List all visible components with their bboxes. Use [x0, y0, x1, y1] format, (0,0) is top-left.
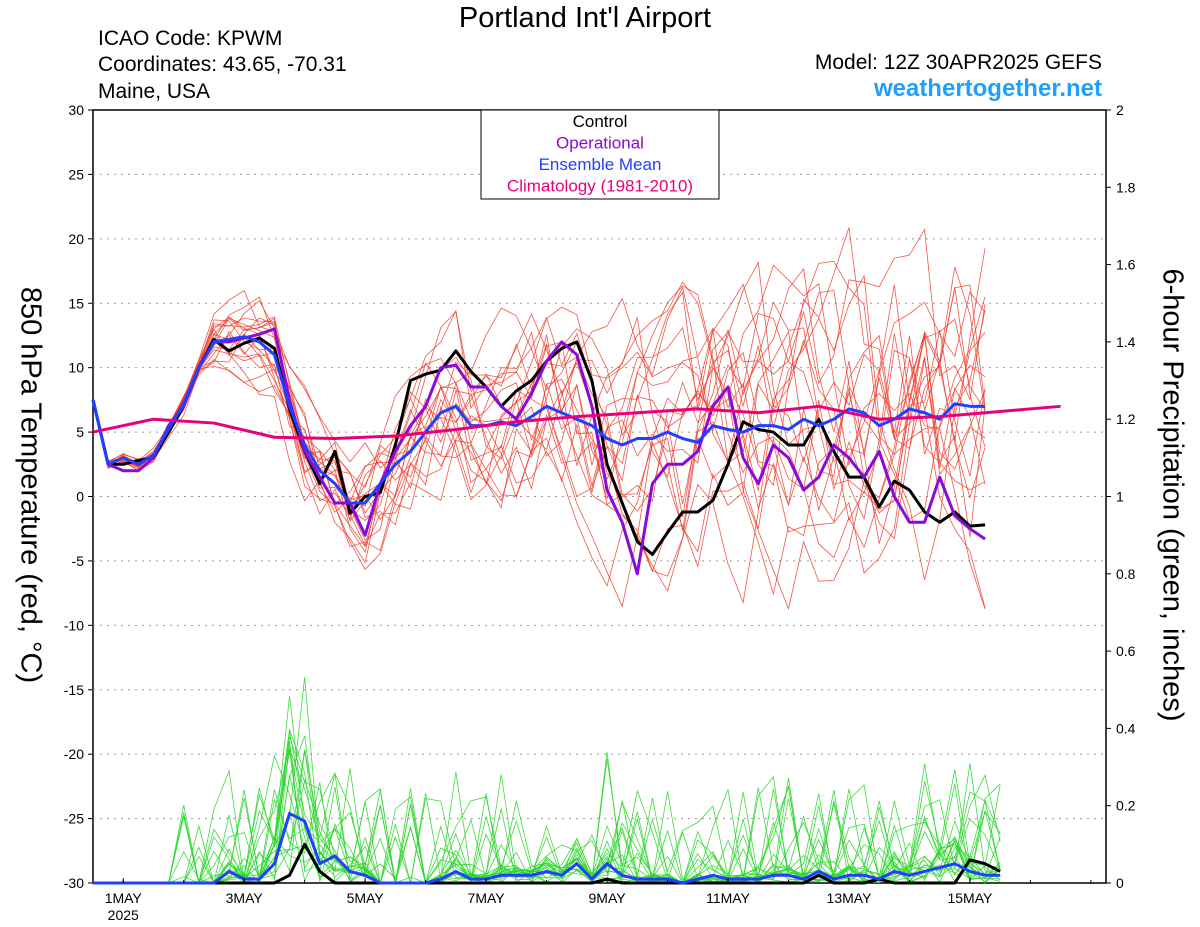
member-temperature-line	[92, 309, 986, 608]
x-tick-sublabel: 2025	[108, 907, 139, 923]
y-tick-label: -30	[64, 875, 84, 891]
member-temperature-line	[92, 287, 986, 611]
y2-tick-label: 0.2	[1116, 798, 1136, 814]
y-tick-label: 25	[68, 166, 84, 182]
x-tick-label: 15MAY	[947, 890, 993, 906]
y2-tick-label: 0.4	[1116, 720, 1136, 736]
x-tick-label: 11MAY	[706, 890, 750, 906]
y-tick-label: -20	[64, 746, 84, 762]
region: Maine, USA	[98, 80, 211, 103]
icao-code: ICAO Code: KPWM	[98, 27, 283, 50]
y2-tick-label: 1	[1116, 489, 1124, 505]
member-temperature-line	[92, 227, 986, 554]
legend-entry: Climatology (1981-2010)	[507, 177, 693, 196]
y-tick-label: -25	[64, 811, 84, 827]
legend-box	[480, 109, 720, 200]
x-tick-label: 7MAY	[468, 890, 506, 906]
member-temperature-line	[92, 284, 986, 573]
legend-entry: Operational	[556, 134, 644, 153]
member-temperature-line	[92, 267, 986, 502]
y2-tick-label: 1.6	[1116, 257, 1136, 273]
member-precipitation-line	[93, 696, 1001, 884]
y2-tick-label: 2	[1116, 102, 1124, 118]
y2-tick-label: 0	[1116, 875, 1124, 891]
y2-tick-label: 0.8	[1116, 566, 1136, 582]
x-tick-label: 5MAY	[347, 890, 385, 906]
member-temperature-line	[92, 291, 986, 574]
member-temperature-line	[92, 283, 986, 521]
legend-entry: Ensemble Mean	[539, 155, 662, 174]
y2-tick-label: 1.8	[1116, 179, 1136, 195]
y-tick-label: 20	[68, 231, 84, 247]
ensemble-mean-temperature-line	[91, 335, 986, 505]
member-precipitation-line	[93, 741, 1001, 884]
coordinates: Coordinates: 43.65, -70.31	[98, 53, 347, 76]
y2-tick-label: 1.2	[1116, 411, 1136, 427]
climatology-temperature-line	[92, 404, 1061, 441]
chart-title: Portland Int'l Airport	[458, 2, 712, 34]
member-precipitation-line	[93, 768, 1001, 884]
y2-tick-label: 1.4	[1116, 334, 1136, 350]
member-precipitation-line	[93, 747, 1001, 884]
member-precipitation-line	[93, 779, 1001, 884]
y-tick-label: 15	[68, 295, 84, 311]
x-tick-label: 9MAY	[589, 890, 627, 906]
member-temperature-line	[92, 264, 986, 610]
y-tick-label: 30	[68, 102, 84, 118]
control-temperature-line	[91, 336, 986, 556]
model-run: Model: 12Z 30APR2025 GEFS	[814, 51, 1102, 74]
member-temperature-line	[92, 317, 986, 552]
member-temperature-line	[92, 261, 986, 608]
x-tick-label: 3MAY	[226, 890, 264, 906]
y-tick-label: 10	[68, 360, 84, 376]
y-tick-label: -10	[64, 617, 84, 633]
x-tick-label: 1MAY	[105, 890, 143, 906]
legend-entry: Control	[573, 112, 628, 131]
member-temperature-line	[92, 310, 986, 564]
y-tick-label: -5	[72, 553, 85, 569]
y-tick-label: 0	[76, 489, 84, 505]
y-tick-label: 5	[76, 424, 84, 440]
x-tick-label: 13MAY	[827, 890, 873, 906]
y-tick-label: -15	[64, 682, 84, 698]
member-precipitation-line	[93, 676, 1001, 885]
member-temperature-line	[92, 312, 986, 522]
y2-tick-label: 0.6	[1116, 643, 1136, 659]
brand-link[interactable]: weathertogether.net	[873, 75, 1102, 102]
member-temperature-line	[92, 260, 986, 604]
